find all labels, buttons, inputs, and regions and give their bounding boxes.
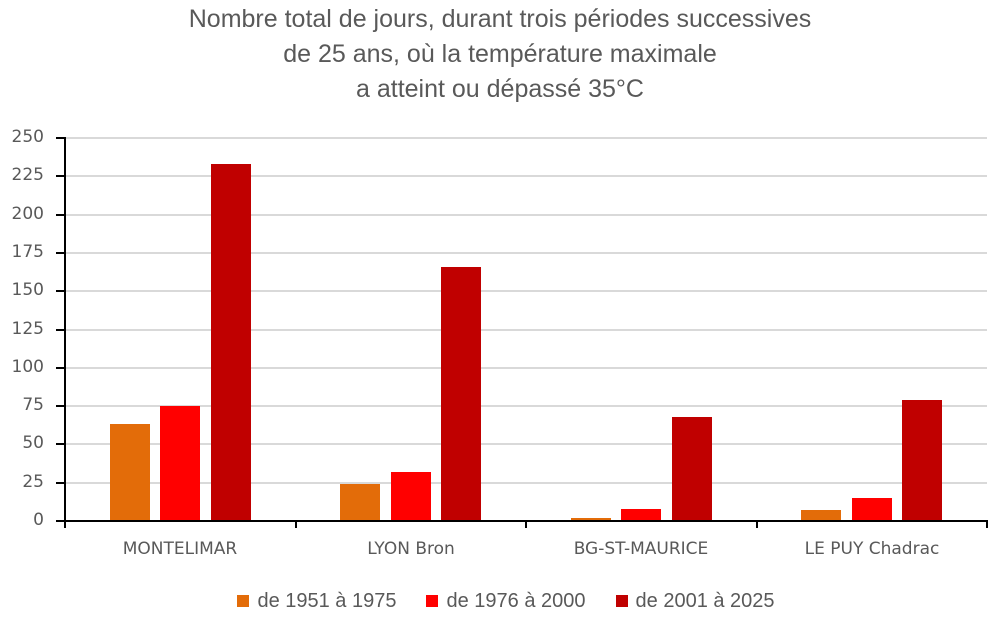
y-tick [56,482,65,484]
gridline [66,443,987,445]
bar-montelimar-series-3 [211,164,251,521]
gridline [66,405,987,407]
y-tick [56,329,65,331]
legend-label: de 1976 à 2000 [446,590,586,612]
bar-montelimar-series-2 [160,406,200,521]
bar-bg-st-maurice-series-1 [571,518,611,521]
y-tick [56,443,65,445]
bar-bg-st-maurice-series-3 [672,417,712,521]
y-tick [56,252,65,254]
y-tick [56,175,65,177]
y-tick-label: 100 [11,357,44,377]
chart-title-line-1: Nombre total de jours, durant trois péri… [188,5,812,33]
x-tick [295,520,297,528]
category-label: BG-ST-MAURICE [573,539,709,559]
y-tick-label: 200 [11,204,44,224]
x-tick [756,520,758,528]
bar-bg-st-maurice-series-2 [621,509,661,521]
legend-swatch-icon [237,595,250,607]
category-label: LYON Bron [367,539,455,559]
legend-label: de 2001 à 2025 [635,590,775,612]
bar-montelimar-series-1 [110,424,150,521]
legend-item-2001-2025: de 2001 à 2025 [615,589,775,613]
bar-le-puy-chadrac-series-2 [852,498,892,521]
legend: de 1951 à 1975 de 1976 à 2000 de 2001 à … [0,589,1000,613]
gridline [66,252,987,254]
chart-title-line-3: a atteint ou dépassé 35°C [356,75,644,103]
y-tick-label: 50 [22,433,44,453]
bar-le-puy-chadrac-series-3 [902,400,942,521]
legend-item-1976-2000: de 1976 à 2000 [426,589,586,613]
gridline [66,482,987,484]
y-tick-label: 75 [22,395,44,415]
y-tick [56,290,65,292]
y-tick-label: 225 [11,165,44,185]
y-axis [64,137,66,523]
gridline [66,175,987,177]
bar-le-puy-chadrac-series-1 [801,510,841,521]
legend-swatch-icon [615,595,628,607]
bar-lyon-bron-series-1 [340,484,380,521]
gridline [66,367,987,369]
y-tick [56,367,65,369]
chart-title-line-2: de 25 ans, où la température maximale [283,40,717,68]
bar-lyon-bron-series-2 [391,472,431,521]
x-tick [525,520,527,528]
y-tick-label: 0 [33,510,44,530]
y-tick [56,520,65,522]
y-tick-label: 175 [11,242,44,262]
category-label: LE PUY Chadrac [804,539,940,559]
y-tick [56,214,65,216]
gridline [66,290,987,292]
y-tick-label: 250 [11,127,44,147]
y-tick-label: 125 [11,319,44,339]
y-tick-label: 25 [22,472,44,492]
y-tick [56,137,65,139]
x-tick [64,520,66,528]
bar-lyon-bron-series-3 [441,267,481,521]
gridline [66,329,987,331]
gridline [66,137,987,139]
legend-swatch-icon [426,595,439,607]
chart-title: Nombre total de jours, durant trois péri… [0,0,1000,107]
y-tick-label: 150 [11,280,44,300]
legend-item-1951-1975: de 1951 à 1975 [237,589,396,613]
x-tick [986,520,988,528]
x-axis [64,520,987,522]
category-label: MONTELIMAR [122,539,238,559]
legend-label: de 1951 à 1975 [257,590,397,612]
y-tick [56,405,65,407]
gridline [66,214,987,216]
